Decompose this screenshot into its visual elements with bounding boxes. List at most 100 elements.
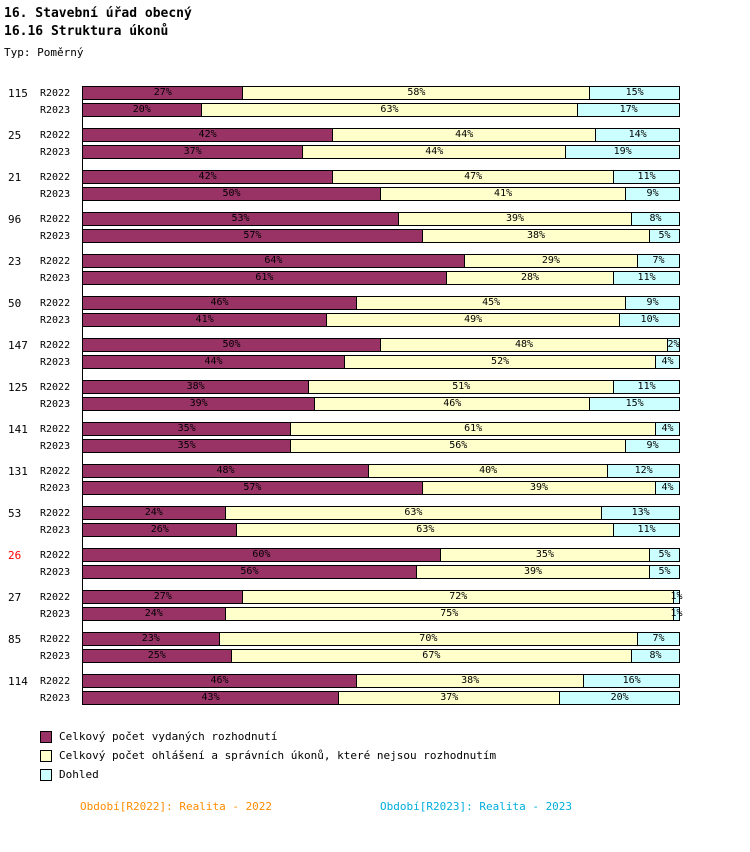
segment-value-label: 19% (613, 146, 632, 157)
stacked-bar: 46% 38% 16% (82, 674, 680, 688)
stacked-bar: 50% 41% 9% (82, 187, 680, 201)
stacked-bar: 35% 56% 9% (82, 439, 680, 453)
segment-value-label: 46% (443, 398, 462, 409)
bar-segment: 44% (303, 145, 567, 159)
series-label: R2023 (40, 356, 71, 368)
segment-value-label: 1% (670, 608, 683, 619)
bar-segment: 27% (82, 86, 244, 100)
chart-row: 27 R2022 27% 72% 1% (6, 590, 683, 604)
series-label: R2022 (40, 507, 71, 519)
stacked-bar: 27% 58% 15% (82, 86, 680, 100)
segment-value-label: 42% (198, 129, 217, 140)
chart-row: 141 R2022 35% 61% 4% (6, 422, 680, 436)
segment-value-label: 38% (461, 675, 480, 686)
segment-value-label: 28% (520, 272, 540, 283)
stacked-bar: 46% 45% 9% (82, 296, 680, 310)
segment-value-label: 42% (198, 171, 217, 182)
segment-value-label: 37% (440, 692, 459, 703)
segment-value-label: 8% (649, 213, 662, 224)
bar-segment: 60% (82, 548, 441, 562)
bar-segment: 53% (82, 212, 399, 226)
bar-segment: 35% (82, 422, 292, 436)
series-label: R2023 (40, 398, 71, 410)
bar-segment: 43% (82, 691, 340, 705)
segment-value-label: 47% (464, 171, 483, 182)
segment-value-label: 13% (631, 507, 650, 518)
segment-value-label: 41% (195, 314, 214, 325)
segment-value-label: 35% (535, 549, 554, 560)
bar-segment: 16% (584, 674, 680, 688)
bar-segment: 39% (422, 481, 657, 495)
legend-label: Dohled (59, 768, 99, 781)
series-label: R2023 (40, 566, 71, 578)
bar-segment: 24% (82, 506, 226, 520)
y-axis-line (82, 86, 83, 705)
bar-segment: 37% (339, 691, 561, 705)
series-label: R2022 (40, 213, 71, 225)
bar-segment: 46% (315, 397, 591, 411)
segment-value-label: 67% (422, 650, 441, 661)
bar-segment: 1% (670, 590, 683, 604)
stacked-bar: 64% 29% 7% (82, 254, 680, 268)
bar-segment: 72% (243, 590, 674, 604)
bar-segment: 70% (219, 632, 639, 646)
segment-value-label: 35% (177, 440, 196, 451)
chart-row: R2023 61% 28% 11% (6, 271, 680, 285)
series-label: R2023 (40, 146, 71, 158)
bar-segment: 37% (82, 145, 304, 159)
chart-row: 26 R2022 60% 35% 5% (6, 548, 680, 562)
bar-segment: 12% (608, 464, 680, 478)
bar-segment: 7% (638, 632, 680, 646)
bar-segment: 11% (614, 170, 680, 184)
bar-segment: 50% (82, 187, 381, 201)
segment-value-label: 38% (186, 381, 205, 392)
segment-value-label: 20% (132, 104, 151, 115)
segment-value-label: 11% (637, 524, 656, 535)
group-label: 125 (8, 380, 28, 394)
stacked-bar: 26% 63% 11% (82, 523, 680, 537)
group-label: 53 (8, 506, 22, 520)
bar-segment: 9% (626, 187, 680, 201)
segment-value-label: 51% (452, 381, 471, 392)
chart-row: 114 R2022 46% 38% 16% (6, 674, 680, 688)
series-label: R2023 (40, 230, 71, 242)
chart-group: 50 R2022 46% 45% 9% R2023 41% 49% 10% (6, 296, 680, 327)
bar-segment: 19% (566, 145, 680, 159)
segment-value-label: 1% (670, 591, 683, 602)
segment-value-label: 48% (514, 339, 534, 350)
segment-value-label: 2% (667, 339, 680, 350)
chart-row: 147 R2022 50% 48% 2% (6, 338, 680, 352)
bar-segment: 13% (602, 506, 680, 520)
legend: Celkový počet vydaných rozhodnutí Celkov… (40, 727, 750, 784)
bar-segment: 52% (345, 355, 657, 369)
bar-segment: 50% (82, 338, 381, 352)
bar-segment: 67% (231, 649, 633, 663)
chart-row: 53 R2022 24% 63% 13% (6, 506, 680, 520)
stacked-bar: 37% 44% 19% (82, 145, 680, 159)
legend-label: Celkový počet vydaných rozhodnutí (59, 730, 278, 743)
group-label: 25 (8, 128, 22, 142)
segment-value-label: 27% (153, 87, 172, 98)
chart-row: R2023 26% 63% 11% (6, 523, 680, 537)
segment-value-label: 29% (541, 255, 560, 266)
bar-segment: 5% (650, 548, 680, 562)
bar-segment: 64% (82, 254, 465, 268)
series-label: R2022 (40, 129, 71, 141)
bar-segment: 48% (82, 464, 370, 478)
segment-value-label: 61% (255, 272, 274, 283)
chart-row: 96 R2022 53% 39% 8% (6, 212, 680, 226)
segment-value-label: 39% (189, 398, 208, 409)
group-label: 26 (8, 548, 22, 562)
segment-value-label: 17% (619, 104, 638, 115)
series-label: R2022 (40, 549, 71, 561)
bar-segment: 10% (620, 313, 680, 327)
stacked-bar: 42% 44% 14% (82, 128, 680, 142)
stacked-bar: 42% 47% 11% (82, 170, 680, 184)
bar-segment: 40% (369, 464, 609, 478)
series-label: R2023 (40, 314, 71, 326)
legend-swatch-ohlaseni (40, 749, 52, 762)
segment-value-label: 20% (610, 692, 629, 703)
bar-segment: 24% (82, 607, 226, 621)
group-label: 131 (8, 464, 28, 478)
page-title: 16. Stavební úřad obecný (4, 6, 192, 21)
